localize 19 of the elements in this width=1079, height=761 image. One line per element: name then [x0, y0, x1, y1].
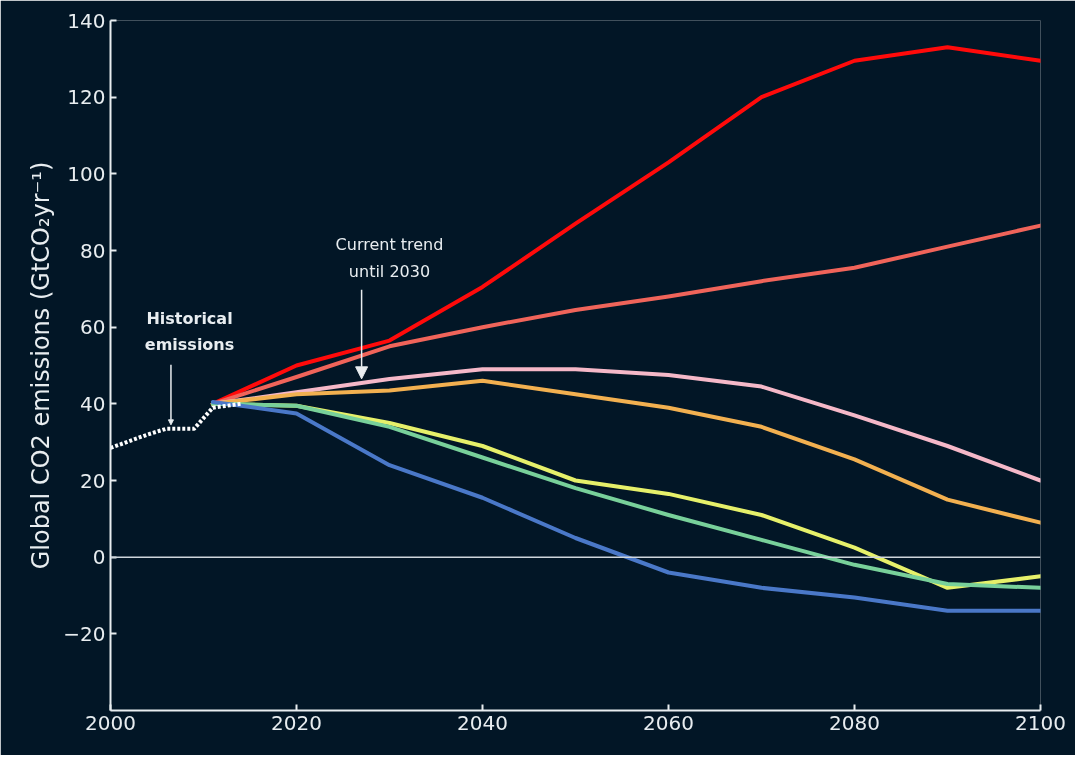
y-tick-label: −20 — [63, 621, 106, 646]
x-tick-label: 2060 — [643, 710, 694, 735]
y-tick-label: 20 — [80, 468, 106, 493]
x-tick-label: 2040 — [457, 710, 508, 735]
x-tick-label: 2080 — [829, 710, 880, 735]
annotation: Current trend until 2030 — [335, 235, 444, 281]
y-tick-label: 140 — [67, 8, 106, 33]
y-axis-title: Global CO2 emissions (GtCO₂yr⁻¹) — [27, 161, 56, 570]
annotation: Historical emissions — [144, 308, 235, 355]
x-tick-label: 2100 — [1015, 710, 1066, 735]
y-tick-label: 80 — [80, 238, 106, 263]
x-tick-label: 2020 — [271, 710, 322, 735]
x-tick-label: 2000 — [85, 710, 136, 735]
line-series — [110, 401, 243, 450]
y-tick-label: 60 — [80, 315, 106, 340]
y-tick-label: 120 — [67, 85, 106, 110]
y-tick-label: 0 — [92, 545, 106, 570]
y-tick-label: 40 — [80, 391, 106, 416]
y-tick-label: 100 — [67, 161, 106, 186]
